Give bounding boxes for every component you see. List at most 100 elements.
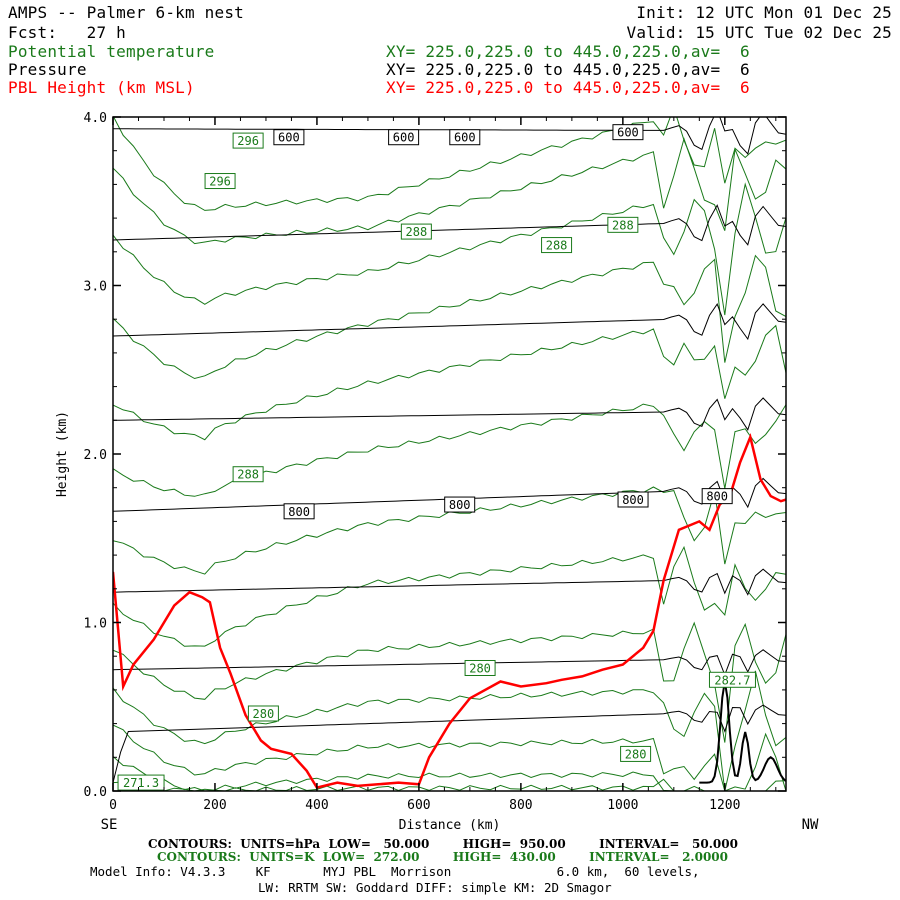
x-tick-label: 600 — [407, 798, 430, 813]
theta-contour — [113, 621, 786, 743]
theta-label-box — [708, 671, 756, 688]
field-pbl-xy: XY= 225.0,225.0 to 445.0,225.0,av= 6 — [386, 78, 750, 97]
pressure-label: 600 — [617, 126, 639, 140]
pbl-height-point — [759, 478, 762, 481]
pressure-label: 800 — [622, 493, 644, 507]
pressure-label: 600 — [393, 131, 415, 145]
field-pressure-name: Pressure — [8, 60, 87, 79]
theta-label: 296 — [209, 175, 231, 189]
theta-contour — [113, 137, 786, 245]
forecast-hour: Fcst: 27 h — [8, 23, 126, 42]
x-tick-label: 800 — [509, 798, 532, 813]
model-info: Model Info: V4.3.3 KF MYJ PBL Morrison 6… — [90, 864, 700, 879]
pressure-contour — [113, 397, 786, 431]
theta-contour — [113, 117, 786, 211]
pbl-height-point — [780, 500, 782, 502]
pbl-height-point — [560, 678, 563, 681]
terrain-line — [699, 681, 786, 784]
pbl-height-point — [718, 503, 721, 506]
x-tick-label: 400 — [305, 798, 328, 813]
pbl-height-point — [520, 685, 522, 688]
pbl-height-point — [188, 591, 191, 593]
pbl-height-point — [652, 630, 655, 632]
theta-label-box — [247, 705, 279, 722]
theta-label-box — [620, 745, 652, 762]
pressure-label-box — [273, 129, 305, 146]
theta-label-box — [400, 223, 432, 240]
model-info-physics: LW: RRTM SW: Goddard DIFF: simple KM: 2D… — [258, 880, 612, 895]
pbl-height-point — [132, 663, 135, 666]
pbl-height-point — [244, 714, 247, 716]
pbl-height-point — [219, 646, 221, 649]
pbl-height-point — [305, 769, 308, 772]
pressure-contour — [113, 303, 786, 341]
pressure-contour — [113, 204, 786, 246]
pbl-height-point — [397, 781, 400, 784]
pbl-height-point — [601, 668, 604, 671]
pressure-label: 600 — [278, 131, 300, 145]
pbl-height-point — [356, 785, 359, 787]
pbl-height-point — [499, 680, 502, 683]
theta-label: 296 — [237, 134, 259, 148]
theta-label: 271.3 — [123, 776, 159, 790]
pbl-height-point — [678, 529, 680, 531]
x-tick-label: 0 — [109, 798, 117, 813]
field-pbl-name: PBL Height (km MSL) — [8, 78, 195, 97]
pressure-label: 600 — [454, 131, 476, 145]
pressure-label: 800 — [288, 505, 310, 519]
pbl-height-point — [448, 722, 451, 725]
field-theta-xy: XY= 225.0,225.0 to 445.0,225.0,av= 6 — [386, 42, 750, 61]
theta-contour — [113, 670, 786, 791]
pbl-height-point — [229, 672, 232, 674]
pbl-height-point — [642, 646, 645, 649]
pressure-label-box — [444, 496, 476, 513]
pressure-label: 800 — [706, 490, 728, 504]
valid-time: Valid: 15 UTC Tue 02 Dec 25 — [626, 23, 892, 42]
theta-label: 280 — [625, 747, 647, 761]
pbl-height-point — [122, 685, 124, 688]
theta-label: 280 — [469, 661, 491, 675]
y-tick-label: 3.0 — [84, 280, 107, 295]
pbl-height-point — [545, 682, 548, 684]
theta-label: 288 — [406, 225, 428, 239]
theta-contour — [113, 403, 786, 497]
x-tick-label: 200 — [203, 798, 226, 813]
theta-label-box — [232, 132, 264, 149]
pbl-height-point — [428, 756, 430, 759]
y-tick-label: 4.0 — [84, 111, 107, 126]
pbl-height-point — [336, 781, 339, 784]
theta-contour-info: CONTOURS: UNITS=K LOW= 272.00 HIGH= 430.… — [157, 850, 728, 864]
x-tick-label: 1200 — [709, 798, 740, 813]
pressure-label: 800 — [449, 498, 471, 512]
pbl-height-point — [622, 663, 624, 666]
theta-label-box — [204, 173, 236, 190]
x-end-label-left: SE — [101, 817, 118, 833]
pbl-height-point — [749, 436, 752, 438]
theta-label: 288 — [612, 218, 634, 232]
pbl-height-point — [377, 783, 379, 786]
pbl-height-point — [708, 529, 711, 531]
theta-contour — [113, 182, 786, 316]
y-tick-label: 1.0 — [84, 617, 107, 632]
x-axis-label: Distance (km) — [399, 818, 501, 833]
pbl-height-point — [270, 748, 272, 750]
pbl-height-point — [662, 579, 665, 582]
pbl-height-point — [201, 596, 204, 599]
plot-area — [113, 117, 786, 791]
theta-label: 280 — [253, 707, 275, 721]
pbl-height-point — [469, 697, 471, 700]
pbl-height-point — [739, 461, 741, 464]
pressure-label-box — [388, 129, 420, 146]
pressure-contour — [113, 649, 786, 677]
y-axis-label: Height (km) — [55, 411, 70, 497]
pbl-height-point — [152, 638, 155, 641]
pbl-height-point — [260, 739, 262, 742]
field-pressure-xy: XY= 225.0,225.0 to 445.0,225.0,av= 6 — [386, 60, 750, 79]
pressure-label-box — [701, 488, 733, 505]
chart-title: AMPS -- Palmer 6-km nest — [8, 3, 244, 22]
theta-contour — [113, 778, 786, 791]
theta-label-box — [464, 659, 496, 676]
theta-label: 282.7 — [714, 673, 750, 687]
theta-label-box — [541, 237, 573, 254]
